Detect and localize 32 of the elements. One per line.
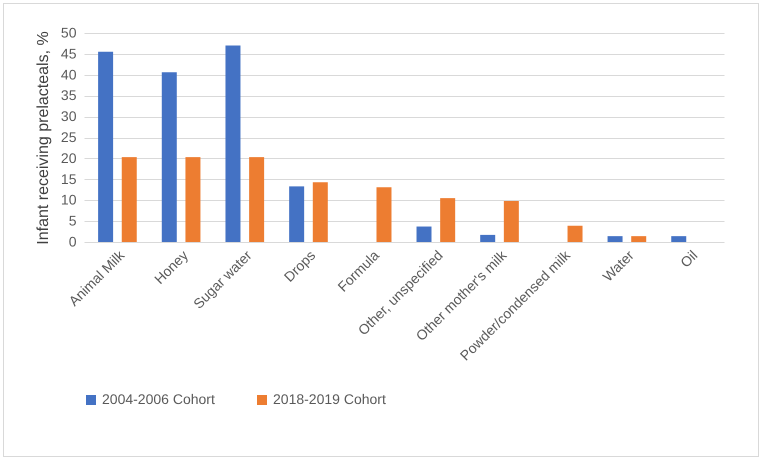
y-tick-label: 15 — [60, 170, 77, 187]
bar — [122, 157, 137, 242]
bar — [440, 198, 456, 242]
y-tick-label: 30 — [60, 108, 77, 124]
bar — [249, 157, 264, 242]
y-tick-label: 0 — [68, 234, 77, 250]
y-tick-label: 20 — [60, 150, 77, 166]
bar — [185, 157, 200, 242]
x-tick-label: Oil — [677, 247, 700, 271]
bar — [608, 236, 623, 242]
y-tick-label: 35 — [60, 87, 77, 104]
bar — [480, 234, 496, 242]
y-tick-label: 45 — [60, 45, 77, 62]
y-tick-label: 40 — [60, 66, 77, 82]
bar — [671, 236, 686, 242]
bar — [312, 182, 328, 242]
bar — [504, 201, 519, 242]
bar — [289, 186, 304, 242]
bar — [225, 46, 240, 242]
bar — [162, 72, 177, 242]
bar — [376, 187, 392, 242]
bar — [98, 52, 114, 242]
y-tick-label: 10 — [60, 192, 77, 208]
bar — [631, 236, 646, 242]
bar — [416, 226, 432, 242]
y-tick-label: 25 — [60, 129, 77, 145]
y-tick-label: 50 — [60, 24, 77, 40]
legend-label: 2004-2006 Cohort — [102, 391, 215, 407]
y-tick-label: 5 — [68, 212, 77, 229]
bar — [568, 226, 583, 242]
y-axis-title: Infant receiving prelacteals, % — [34, 31, 52, 245]
legend-label: 2018-2019 Cohort — [273, 391, 386, 407]
